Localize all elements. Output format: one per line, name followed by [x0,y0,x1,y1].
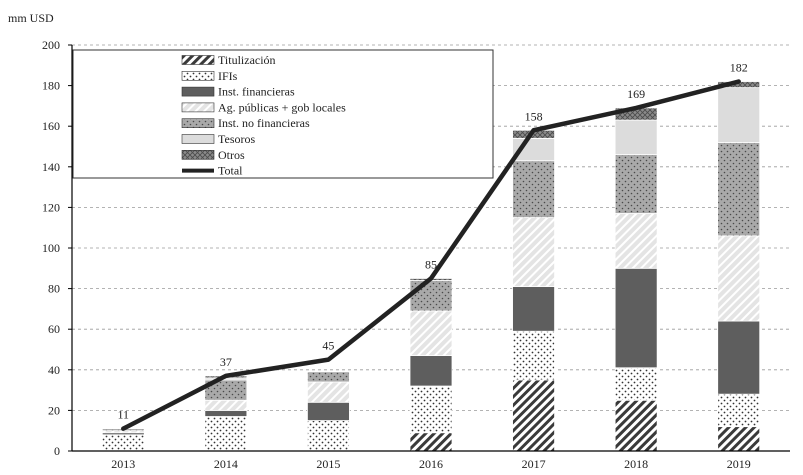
bar-segment [512,160,555,218]
bar-segment [717,235,761,322]
legend-swatch [181,55,215,65]
bar-segment [717,393,761,428]
bar-segment [614,367,658,401]
bar-segment [409,280,453,312]
bar-segment [409,310,453,356]
bar-segment [101,434,145,452]
bar-segment [614,267,658,369]
legend-label: Inst. financieras [218,85,295,99]
bar-segment [717,87,761,143]
total-line [121,79,741,431]
bar-segment [614,154,658,214]
bar-segment [307,401,350,421]
y-tick-label: 200 [42,38,60,52]
bar-segment [717,320,761,395]
legend-swatch [181,118,215,128]
bar-segment [614,399,658,452]
y-tick-label: 120 [42,200,60,214]
bar-segment [204,399,248,411]
legend-swatch [181,71,215,81]
bar-segment [717,142,761,237]
legend-label: Titulización [218,53,276,67]
bar-segments [101,81,761,452]
total-value-label: 85 [425,257,437,271]
legend-label: Tesoros [218,132,255,146]
legend-label: Ag. públicas + gob locales [218,100,346,114]
legend-swatch [181,102,215,113]
y-tick-label: 100 [42,241,60,255]
bar-segment [204,409,248,417]
bar-segment [717,426,761,452]
bar-segment [409,385,453,434]
y-tick-label: 160 [42,119,60,133]
legend-label: IFIs [218,69,238,83]
bar-segment [512,286,555,332]
y-tick-label: 60 [48,322,60,336]
y-tick-label: 140 [42,160,60,174]
bar-segment [614,213,658,269]
x-tick-label: 2013 [111,457,135,471]
total-value-label: 169 [627,87,645,101]
y-tick-label: 40 [48,363,60,377]
bar-segment [512,379,555,452]
bar-segment [307,381,350,403]
total-value-label: 158 [525,109,543,123]
total-value-labels: 11 37 45 85 158 169 182 [118,61,748,422]
legend-box [72,49,494,179]
bar-segment [409,355,453,387]
bar-segment [307,420,350,452]
legend-swatch [181,86,215,97]
x-tick-label: 2014 [214,457,238,471]
legend-label: Total [218,164,243,178]
bar-segment [512,330,555,381]
x-tick-label: 2015 [316,457,340,471]
x-tick-label: 2016 [419,457,443,471]
total-value-label: 182 [730,61,748,75]
legend-swatch [181,150,215,160]
legend-label: Inst. no financieras [218,116,310,130]
x-tick-label: 2019 [727,457,751,471]
total-line-layer [121,79,741,431]
y-tick-label: 0 [54,444,60,458]
y-axis-unit-label: mm USD [8,11,54,25]
legend-label: Otros [218,148,245,162]
legend-swatch [181,134,215,144]
bar-segment [614,119,658,156]
y-tick-label: 20 [48,403,60,417]
x-tick-label: 2018 [624,457,648,471]
total-value-label: 45 [322,339,334,353]
bar-segment [204,416,248,452]
y-tick-label: 80 [48,282,60,296]
bar-segment [409,432,453,452]
y-tick-label: 180 [42,79,60,93]
bar-segment [512,217,555,287]
total-value-label: 11 [118,408,130,422]
total-value-label: 37 [220,355,232,369]
axes: 0 20 40 60 80 100 120 140 160 180 200 2013 2014 2015 2… [42,38,790,471]
x-tick-label: 2017 [522,457,546,471]
bar-segment [307,371,350,383]
